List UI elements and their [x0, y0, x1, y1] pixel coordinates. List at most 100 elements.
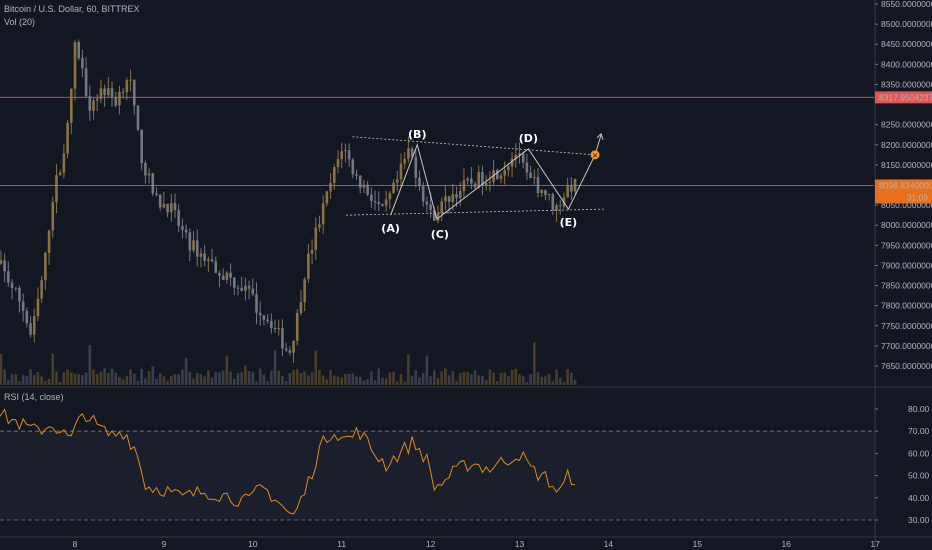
- candle-body: [484, 182, 488, 186]
- volume-bar: [199, 374, 203, 385]
- volume-bar: [384, 378, 388, 385]
- candle-body: [62, 153, 66, 173]
- volume-bar: [144, 378, 147, 385]
- wave-label: (C): [431, 228, 449, 241]
- volume-bar: [55, 371, 58, 385]
- candle-body: [210, 259, 214, 262]
- candle-body: [140, 129, 143, 164]
- candle-body: [14, 287, 18, 289]
- candle-body: [229, 272, 232, 278]
- volume-bar: [492, 372, 495, 385]
- volume-bar: [555, 369, 558, 385]
- triangle-lower-line: [346, 208, 604, 216]
- volume-bar: [351, 373, 355, 385]
- volume-bar: [251, 371, 255, 385]
- volume-bar: [266, 381, 269, 385]
- volume-bar: [62, 372, 66, 385]
- candle-body: [95, 98, 99, 101]
- volume-bar: [184, 357, 188, 385]
- candle-body: [407, 148, 410, 159]
- candle-body: [325, 191, 329, 204]
- candle-body: [40, 280, 43, 299]
- volume-bar: [40, 376, 43, 385]
- volume-bar: [44, 380, 47, 385]
- volume-bar: [51, 353, 55, 385]
- volume-bar: [314, 350, 318, 385]
- candle-body: [55, 174, 58, 203]
- volume-legend[interactable]: Vol (20): [4, 17, 36, 27]
- volume-bar: [129, 369, 132, 385]
- candle-body: [25, 310, 29, 324]
- rsi-legend[interactable]: RSI (14, close): [4, 392, 64, 402]
- candle-body: [551, 194, 555, 211]
- candle-body: [410, 148, 414, 157]
- candle-body: [314, 227, 318, 250]
- volume-bar: [466, 372, 469, 385]
- candle-body: [218, 273, 221, 276]
- volume-bar: [399, 374, 403, 385]
- volume-bar: [484, 380, 488, 385]
- candle-body: [358, 175, 362, 188]
- candle-body: [251, 288, 255, 295]
- candle-body: [195, 240, 199, 257]
- candle-body: [107, 88, 110, 96]
- volume-bar: [470, 374, 473, 385]
- candle-body: [10, 282, 14, 288]
- candle-body: [203, 253, 206, 261]
- volume-bar: [21, 374, 25, 385]
- candle-body: [540, 189, 544, 194]
- volume-bar: [155, 379, 158, 385]
- volume-bar: [407, 354, 410, 385]
- volume-bar: [381, 377, 384, 385]
- candle-body: [110, 88, 114, 98]
- candle-body: [151, 173, 155, 194]
- candle-body: [225, 272, 229, 280]
- volume-bar: [292, 369, 295, 385]
- volume-bar: [418, 377, 421, 385]
- volume-bar: [462, 371, 466, 385]
- price-tick-label: 7900.00000000: [881, 260, 932, 270]
- volume-bar: [107, 372, 110, 385]
- candle-body: [129, 79, 132, 81]
- candle-body: [381, 203, 384, 206]
- volume-bar: [36, 372, 40, 385]
- candle-body: [547, 194, 551, 196]
- volume-bar: [503, 372, 506, 385]
- candle-body: [66, 122, 69, 154]
- price-tick-label: 7850.00000000: [881, 281, 932, 291]
- candle-body: [418, 177, 421, 187]
- candle-body: [362, 184, 366, 188]
- volume-bar: [318, 369, 321, 385]
- volume-bar: [507, 376, 510, 385]
- volume-bar: [540, 376, 544, 385]
- volume-bar: [136, 380, 140, 385]
- candle-body: [347, 150, 351, 160]
- symbol-legend[interactable]: Bitcoin / U.S. Dollar, 60, BITTREX: [4, 4, 140, 14]
- candle-body: [144, 163, 147, 176]
- candle-body: [29, 323, 32, 335]
- candle-body: [36, 298, 40, 317]
- volume-bar: [258, 368, 262, 385]
- price-axis[interactable]: 8550.00000000 8500.00000000 8450.00000000 8…: [875, 0, 932, 525]
- candle-body: [566, 185, 569, 198]
- volume-bar: [558, 378, 562, 385]
- candle-body: [525, 162, 529, 173]
- candle-body: [470, 178, 473, 184]
- candle-body: [355, 174, 358, 176]
- volume-bar: [95, 374, 99, 385]
- time-tick-label: 12: [426, 539, 436, 549]
- candle-body: [84, 68, 88, 97]
- target-glyph: ✕: [592, 152, 598, 160]
- price-tick-label: 7800.00000000: [881, 301, 932, 311]
- volume-bar: [244, 365, 247, 385]
- candle-body: [199, 253, 203, 257]
- volume-bar: [562, 381, 566, 385]
- volume-bar: [362, 380, 366, 385]
- time-axis[interactable]: 8 9 10 11 12 13 14 15 16 17: [73, 539, 880, 549]
- candle-body: [425, 201, 429, 205]
- volume-bar: [10, 374, 14, 385]
- volume-bar: [125, 375, 129, 385]
- volume-bar: [188, 372, 192, 385]
- candle-body: [503, 170, 506, 176]
